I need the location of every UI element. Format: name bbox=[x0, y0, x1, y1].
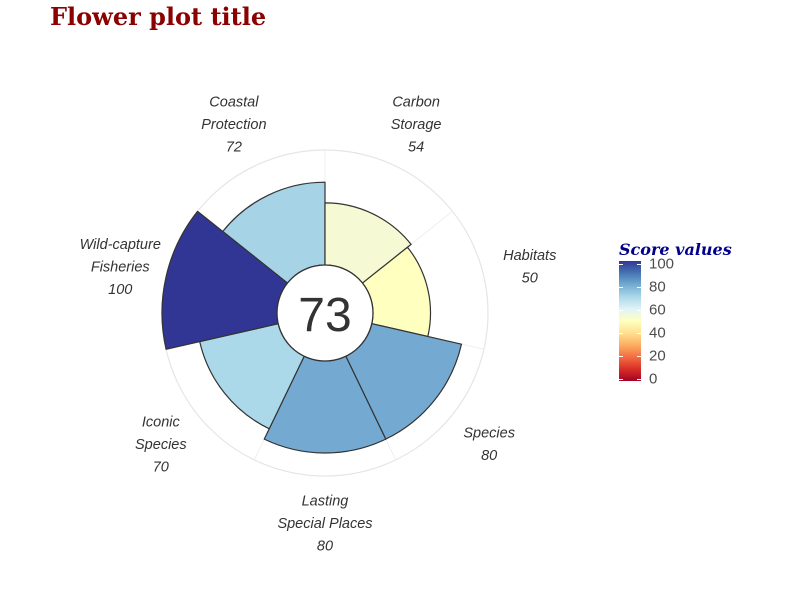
petal-0-label: Protection bbox=[201, 117, 266, 133]
legend-tick-label: 60 bbox=[649, 301, 666, 318]
chart-title: Flower plot title bbox=[50, 2, 267, 31]
petal-6-label: Fisheries bbox=[91, 259, 150, 275]
petal-2-label: Habitats bbox=[503, 248, 556, 264]
legend-tick-label: 0 bbox=[649, 370, 658, 387]
petal-3-value: 80 bbox=[481, 448, 497, 464]
petal-0-value: 72 bbox=[226, 139, 242, 155]
center-disc bbox=[276, 264, 374, 362]
petal-2-value: 50 bbox=[522, 271, 538, 287]
center-score: 73 bbox=[298, 289, 351, 342]
legend-tick-label: 100 bbox=[649, 255, 675, 272]
petal-5-value: 70 bbox=[153, 459, 169, 475]
petal-layer bbox=[161, 181, 463, 454]
petal-3-label: Species bbox=[463, 426, 515, 442]
petal-label-layer: Coastal Protection 72 Carbon Storage 54 Habita… bbox=[80, 94, 557, 554]
petal-4-label: Special Places bbox=[277, 516, 372, 532]
legend-tick-label: 20 bbox=[649, 347, 666, 364]
petal-5-label: Iconic bbox=[142, 414, 181, 430]
petal-1-label: Carbon bbox=[392, 94, 440, 110]
legend-tick-label: 40 bbox=[649, 324, 666, 341]
petal-4-value: 80 bbox=[317, 539, 333, 555]
petal-6-label: Wild-capture bbox=[80, 237, 161, 253]
petal-1-label: Storage bbox=[391, 117, 442, 133]
petal-4-label: Lasting bbox=[302, 494, 349, 510]
legend-tick-label: 80 bbox=[649, 278, 666, 295]
legend-title: Score values bbox=[619, 240, 732, 259]
petal-6-value: 100 bbox=[108, 282, 132, 298]
petal-0-label: Coastal bbox=[209, 94, 259, 110]
legend-color-bar bbox=[619, 261, 641, 381]
petal-5-label: Species bbox=[135, 437, 187, 453]
legend: Score values 100 80 60 40 20 0 bbox=[619, 240, 732, 386]
petal-1-value: 54 bbox=[408, 139, 424, 155]
